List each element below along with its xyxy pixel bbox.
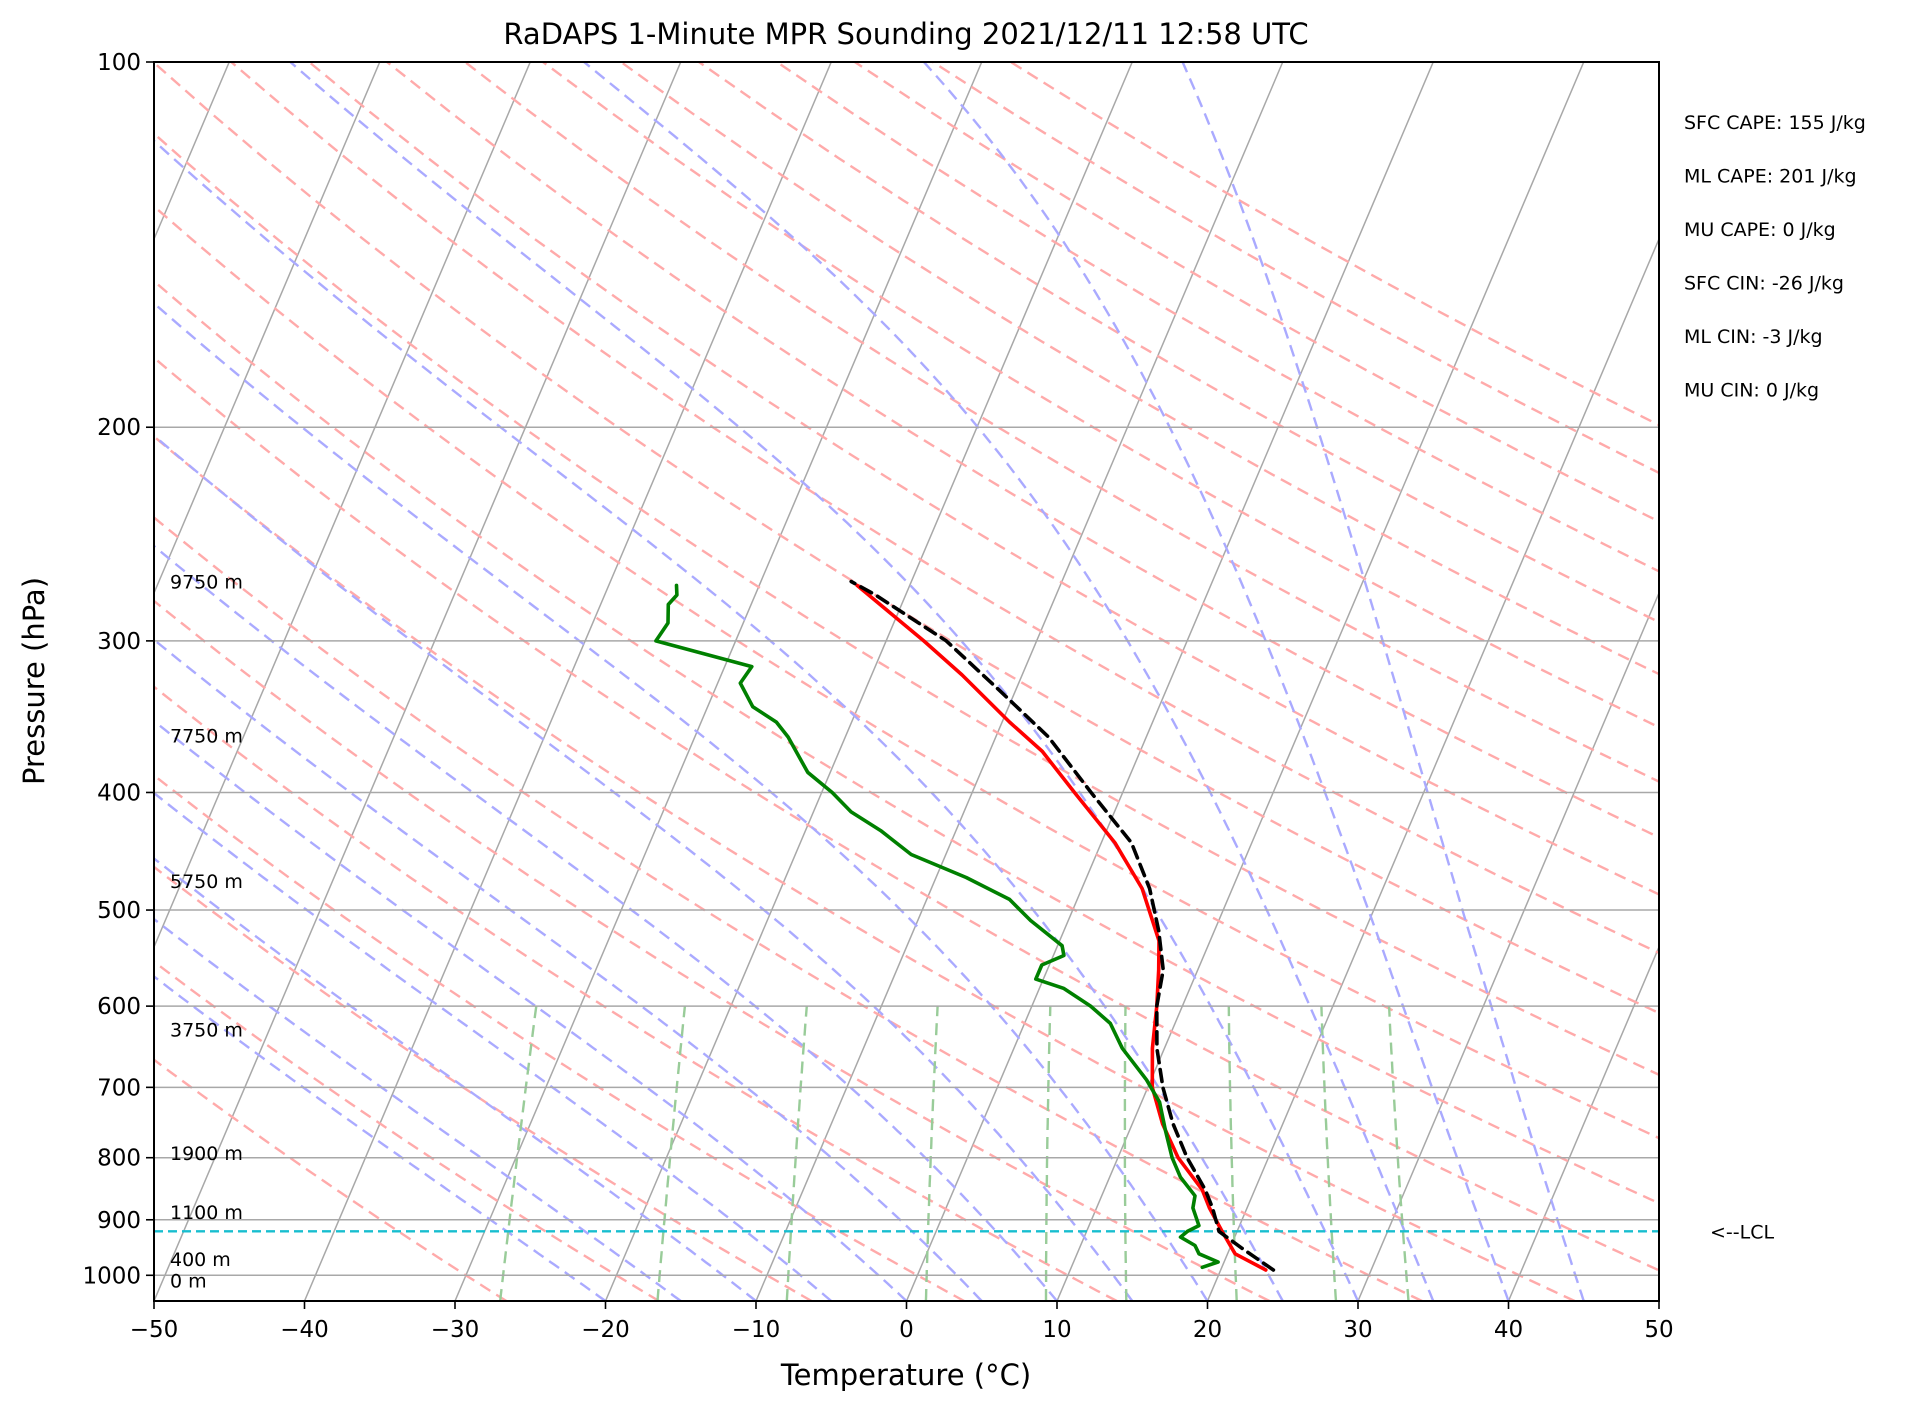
x-tick-label: 50 bbox=[1644, 1317, 1673, 1343]
stability-index-text: MU CAPE: 0 J/kg bbox=[1684, 219, 1836, 241]
x-tick-label: −10 bbox=[732, 1317, 781, 1343]
x-tick-label: −20 bbox=[581, 1317, 630, 1343]
y-axis-label: Pressure (hPa) bbox=[17, 577, 51, 785]
x-tick-label: −40 bbox=[280, 1317, 329, 1343]
y-tick-label: 900 bbox=[97, 1208, 141, 1234]
y-tick-label: 200 bbox=[97, 415, 141, 441]
x-tick-label: 30 bbox=[1343, 1317, 1372, 1343]
x-tick-label: 40 bbox=[1494, 1317, 1523, 1343]
y-tick-label: 100 bbox=[97, 50, 141, 76]
height-label: 7750 m bbox=[170, 725, 243, 747]
x-tick-label: −50 bbox=[130, 1317, 179, 1343]
y-tick-label: 500 bbox=[97, 898, 141, 924]
stability-index-text: ML CIN: -3 J/kg bbox=[1684, 326, 1823, 348]
y-tick-label: 400 bbox=[97, 780, 141, 806]
stability-index-text: SFC CAPE: 155 J/kg bbox=[1684, 112, 1866, 134]
height-label: 1100 m bbox=[170, 1202, 243, 1224]
x-tick-label: 10 bbox=[1042, 1317, 1071, 1343]
x-tick-label: 0 bbox=[899, 1317, 914, 1343]
x-tick-label: 20 bbox=[1193, 1317, 1222, 1343]
y-tick-label: 600 bbox=[97, 994, 141, 1020]
stability-index-text: SFC CIN: -26 J/kg bbox=[1684, 273, 1844, 295]
height-label: 0 m bbox=[170, 1271, 207, 1293]
height-label: 9750 m bbox=[170, 571, 243, 593]
height-label: 400 m bbox=[170, 1249, 231, 1271]
stability-index-text: ML CAPE: 201 J/kg bbox=[1684, 166, 1857, 188]
y-tick-label: 700 bbox=[97, 1075, 141, 1101]
y-tick-label: 1000 bbox=[82, 1263, 141, 1289]
y-tick-label: 300 bbox=[97, 629, 141, 655]
stability-index-text: MU CIN: 0 J/kg bbox=[1684, 380, 1819, 402]
height-label: 3750 m bbox=[170, 1019, 243, 1041]
chart-title: RaDAPS 1-Minute MPR Sounding 2021/12/11 … bbox=[503, 17, 1308, 51]
height-label: 5750 m bbox=[170, 871, 243, 893]
height-label: 1900 m bbox=[170, 1143, 243, 1165]
x-tick-label: −30 bbox=[431, 1317, 480, 1343]
x-axis-label: Temperature (°C) bbox=[780, 1358, 1031, 1392]
y-tick-label: 800 bbox=[97, 1146, 141, 1172]
lcl-label: <--LCL bbox=[1710, 1221, 1774, 1243]
